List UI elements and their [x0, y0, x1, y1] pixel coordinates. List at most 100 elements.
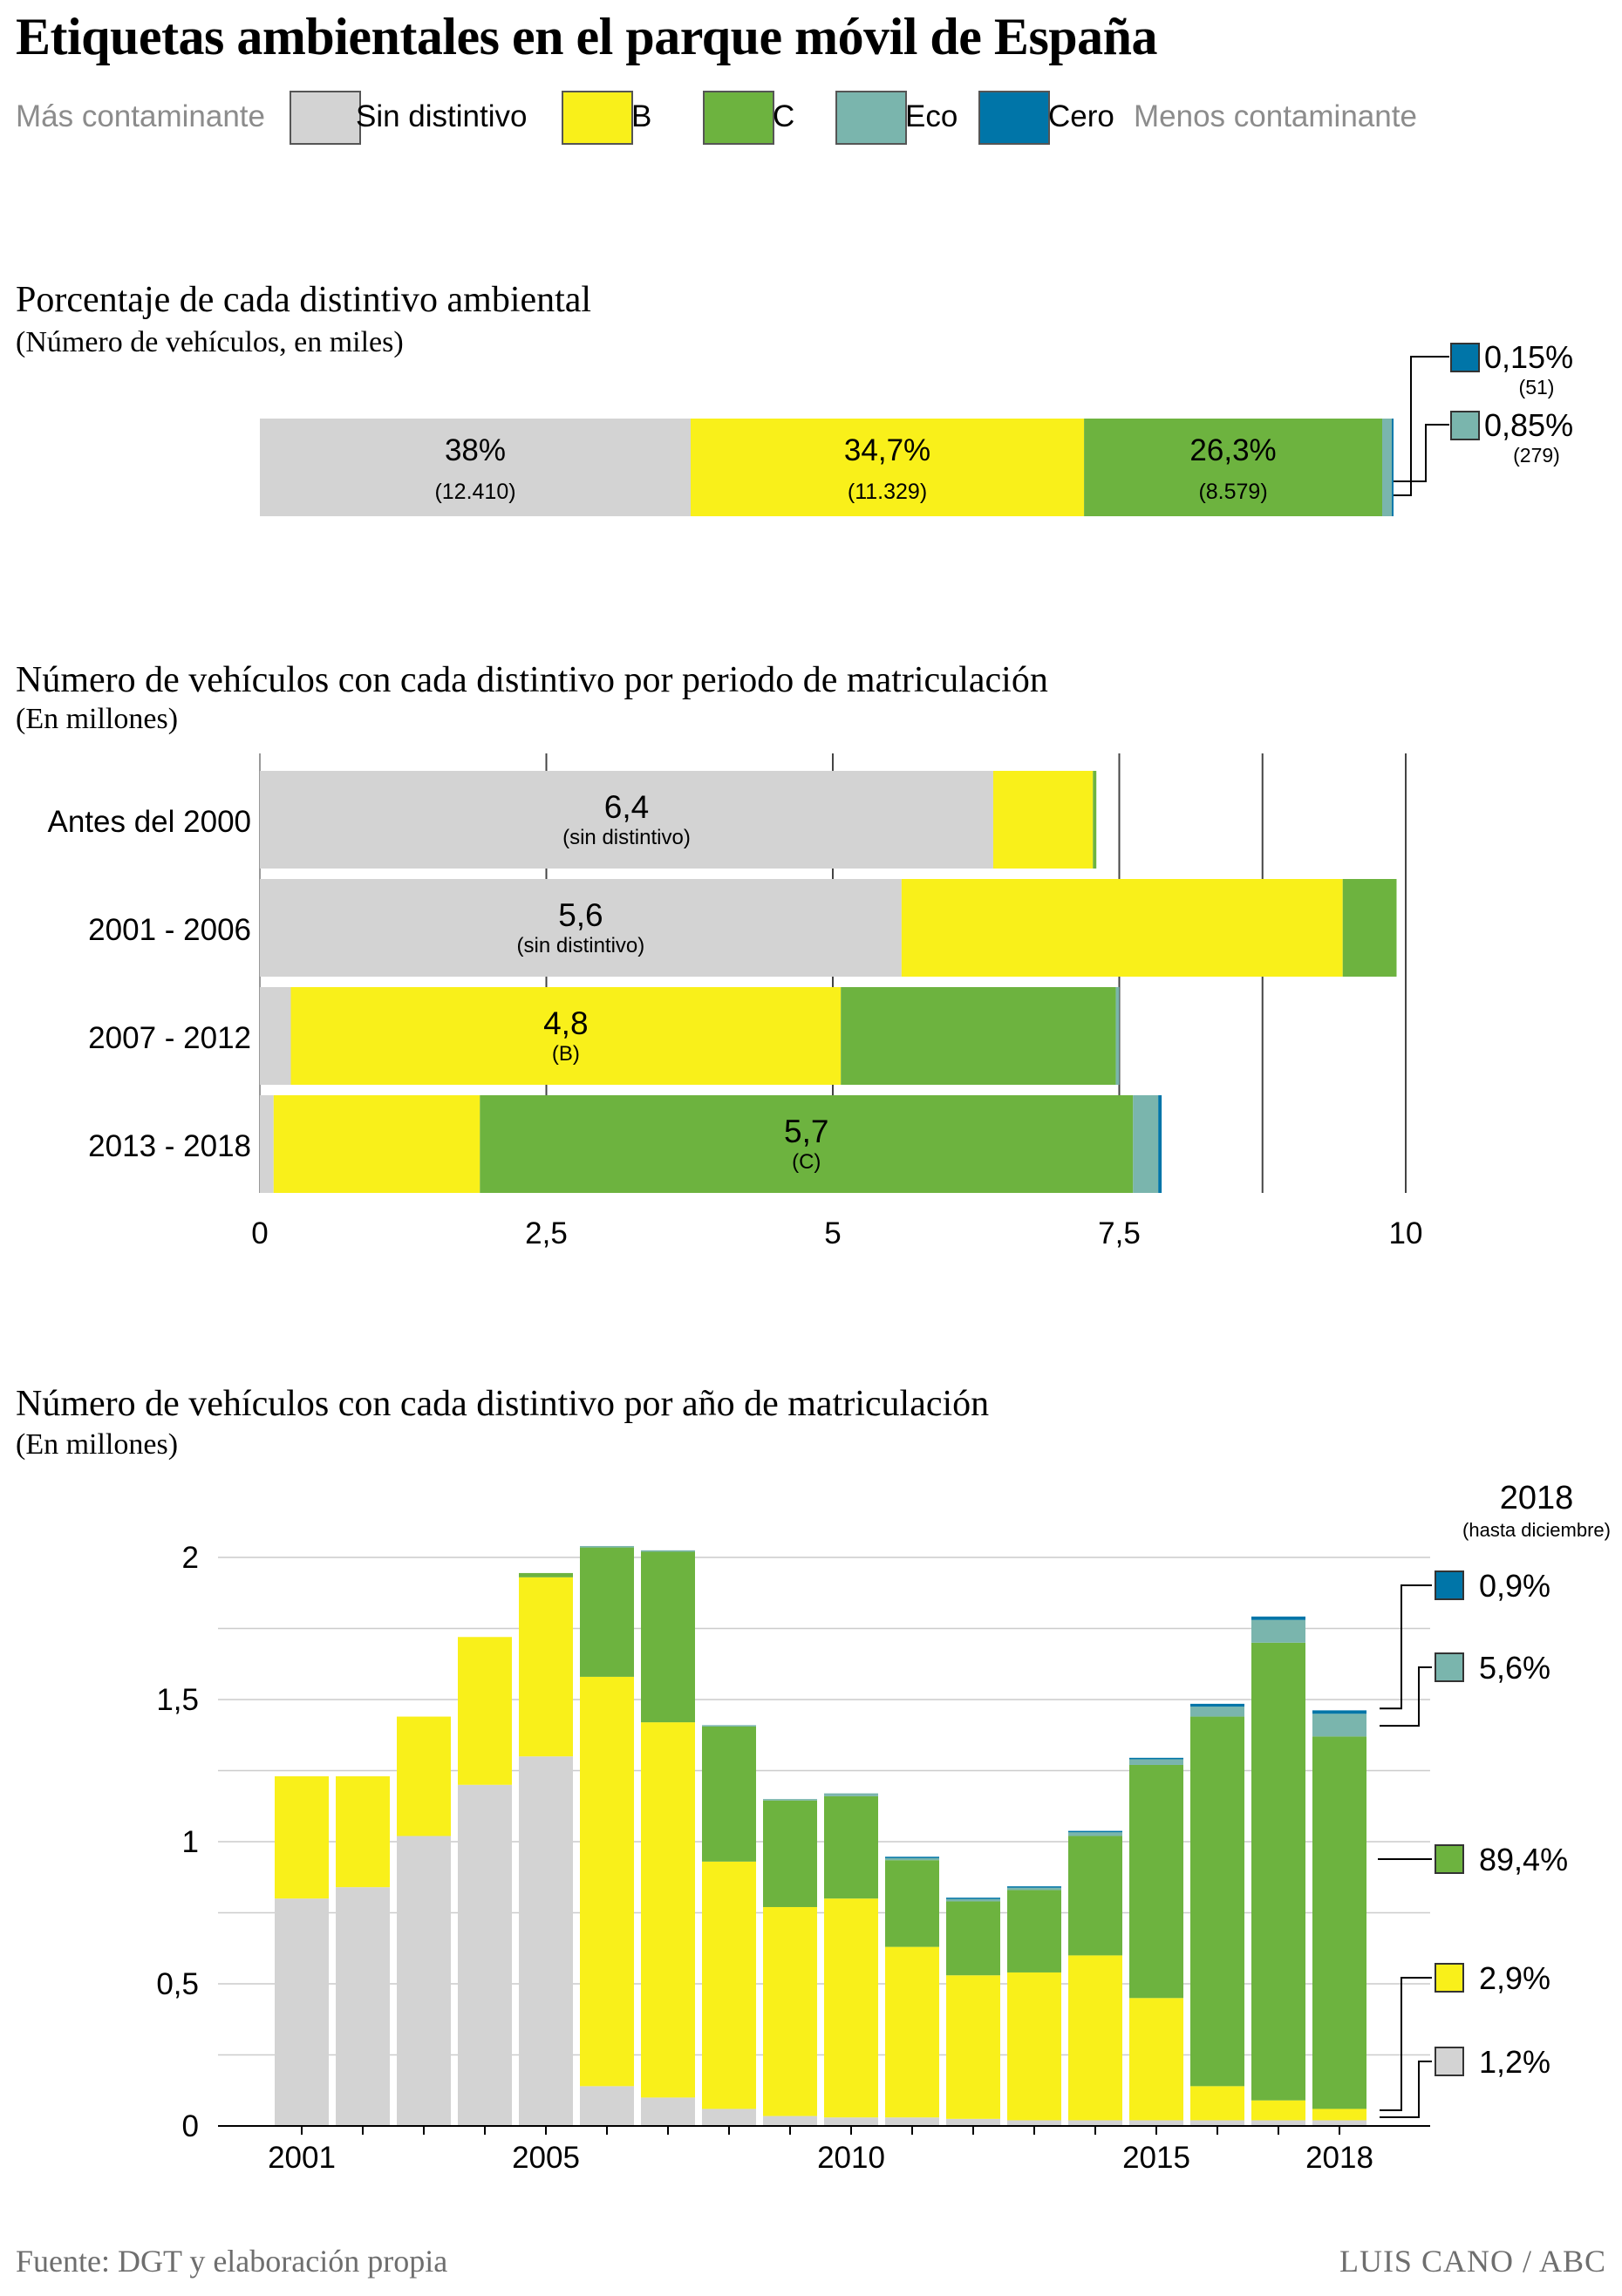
chart3-bar-2017-c: [1251, 1642, 1305, 2101]
chart2-category-label-antes-del-2000: Antes del 2000: [47, 805, 251, 839]
chart3-y-tick-label-4: 2: [182, 1541, 199, 1575]
chart3-callout-label-eco: 5,6%: [1479, 1650, 1550, 1686]
chart3-bar-2006-c: [580, 1547, 634, 1677]
chart3-bar-2017-cero: [1251, 1616, 1305, 1620]
chart3-bar-2011-cero: [885, 1857, 939, 1858]
chart1-callout-swatch-eco: [1450, 411, 1480, 440]
chart3-title: Número de vehículos con cada distintivo …: [16, 1384, 990, 1424]
chart3-bar-2009-c: [763, 1800, 817, 1907]
chart3-bar-2008-eco: [702, 1725, 756, 1727]
chart3-y-tick-label-2: 1: [182, 1825, 199, 1859]
legend-label-sin: Sin distintivo: [356, 99, 528, 133]
chart2-annotation-value-antes-del-2000: 6,4: [604, 789, 649, 825]
legend-label-eco: Eco: [905, 99, 958, 133]
chart2-x-tick-label-2: 5: [824, 1216, 841, 1250]
chart1-segment-b: [691, 419, 1085, 516]
chart3-x-tick-label-2001: 2001: [268, 2141, 336, 2175]
chart3-x-tick-label-2010: 2010: [817, 2141, 885, 2175]
chart1-count-label-c: (8.579): [1198, 480, 1267, 504]
chart2-bar-2001-2006-b: [901, 879, 1343, 977]
chart2-bar-antes-del-2000-b: [992, 771, 1094, 869]
chart2-bar-2013-2018-b: [273, 1095, 480, 1193]
chart3-bar-2015-b: [1129, 1998, 1183, 2121]
chart1-callout-pct-cero: 0,15%: [1484, 339, 1573, 375]
chart3-bar-2002-b: [336, 1776, 390, 1888]
chart2-x-tick-label-1: 2,5: [525, 1216, 568, 1250]
chart2-subtitle: (En millones): [16, 703, 179, 735]
chart1-callout-count-eco: (279): [1513, 444, 1560, 467]
chart3-bar-2008-c: [702, 1726, 756, 1862]
chart2-x-tick-label-0: 0: [251, 1216, 268, 1250]
chart3-callout-label-c: 89,4%: [1479, 1842, 1568, 1877]
chart3-bar-2011-eco: [885, 1857, 939, 1861]
chart3-callout-title: 2018: [1500, 1480, 1574, 1516]
chart1-segment-sin-distintivo: [260, 419, 691, 516]
chart3-bar-2014-c: [1068, 1836, 1122, 1956]
chart3-bar-2016-cero: [1190, 1703, 1244, 1707]
chart3-bar-2014-cero: [1068, 1830, 1122, 1833]
chart3-bar-2010-eco: [824, 1793, 878, 1796]
chart3-callout-swatch-c: [1435, 1844, 1464, 1874]
chart3-y-tick-label-3: 1,5: [156, 1683, 199, 1717]
legend-swatch-c: [703, 91, 774, 145]
chart3-bar-2013-b: [1007, 1972, 1061, 2121]
chart3-bar-2011-c: [885, 1860, 939, 1947]
chart3-bar-2012-b: [946, 1975, 1000, 2119]
legend-label-b: B: [631, 99, 652, 133]
chart3-bar-2013-eco: [1007, 1887, 1061, 1891]
chart3-bar-2003-sin-distintivo: [397, 1836, 451, 2126]
chart2-annotation-note-2007-2012: (B): [552, 1042, 580, 1066]
legend-label-cero: Cero: [1048, 99, 1114, 133]
chart3-x-tick-label-2005: 2005: [512, 2141, 580, 2175]
chart2-bar-antes-del-2000-c: [1093, 771, 1097, 869]
chart1-count-label-b: (11.329): [848, 480, 927, 504]
chart3-bar-2015-cero: [1129, 1757, 1183, 1760]
chart3-callout-label-b: 2,9%: [1479, 1960, 1550, 1996]
chart2-bar-2013-2018-cero: [1158, 1095, 1162, 1193]
chart3-bar-2004-b: [458, 1637, 512, 1785]
chart3-callout-label-cero: 0,9%: [1479, 1568, 1550, 1604]
chart3-bar-2008-sin-distintivo: [702, 2109, 756, 2126]
chart3-bar-2013-c: [1007, 1890, 1061, 1972]
chart2-bar-2007-2012-c: [841, 987, 1116, 1085]
chart3-x-tick-label-2015: 2015: [1122, 2141, 1190, 2175]
legend-right-label: Menos contaminante: [1134, 99, 1417, 133]
chart3-callout-label-sin-distintivo: 1,2%: [1479, 2044, 1550, 2080]
chart2-bar-2007-2012-b: [290, 987, 842, 1085]
legend-label-c: C: [773, 99, 795, 133]
chart3-callout-swatch-eco: [1435, 1652, 1464, 1682]
chart3-subtitle: (En millones): [16, 1428, 179, 1461]
chart3-bar-2017-eco: [1251, 1619, 1305, 1643]
chart3-bar-2005-b: [519, 1577, 573, 1757]
chart2-bar-antes-del-2000-sin-distintivo: [260, 771, 993, 869]
chart3-callout-leader-sin-distintivo: [1380, 2061, 1432, 2118]
chart3-bar-2006-eco: [580, 1545, 634, 1548]
chart1-callout-swatch-cero: [1450, 343, 1480, 372]
chart2-category-label-2001-2006: 2001 - 2006: [88, 913, 251, 947]
footer-source: Fuente: DGT y elaboración propia: [16, 2244, 448, 2279]
chart3-callout-leader-b: [1380, 1977, 1432, 2111]
chart1-segment-cero: [1392, 419, 1394, 516]
chart2-annotation-value-2007-2012: 4,8: [543, 1005, 588, 1041]
chart2-bar-2007-2012-sin-distintivo: [260, 987, 291, 1085]
chart3-bar-2009-sin-distintivo: [763, 2115, 817, 2126]
chart2-annotation-note-2013-2018: (C): [792, 1150, 821, 1174]
chart3-bar-2016-c: [1190, 1716, 1244, 2087]
chart3-bar-2018-eco: [1312, 1713, 1366, 1737]
legend-left-label: Más contaminante: [16, 99, 265, 133]
chart3-bar-2016-eco: [1190, 1707, 1244, 1717]
chart3-bar-2012-c: [946, 1901, 1000, 1976]
chart3-bar-2004-sin-distintivo: [458, 1784, 512, 2126]
chart1-pct-label-b: 34,7%: [844, 433, 930, 467]
chart3-bar-2014-sin-distintivo: [1068, 2120, 1122, 2126]
chart3-bar-2014-b: [1068, 1955, 1122, 2121]
chart1-callout-count-cero: (51): [1519, 376, 1555, 399]
chart2-bar-2007-2012-eco: [1115, 987, 1120, 1085]
chart1-pct-label-c: 26,3%: [1189, 433, 1276, 467]
chart2-bar-2001-2006-sin-distintivo: [260, 879, 902, 977]
chart1-count-label-sin-distintivo: (12.410): [434, 480, 515, 504]
chart3-bar-2018-c: [1312, 1736, 1366, 2109]
chart2-bar-2013-2018-c: [480, 1095, 1134, 1193]
chart2-annotation-value-2013-2018: 5,7: [784, 1114, 828, 1149]
chart3-bar-2006-b: [580, 1676, 634, 2087]
